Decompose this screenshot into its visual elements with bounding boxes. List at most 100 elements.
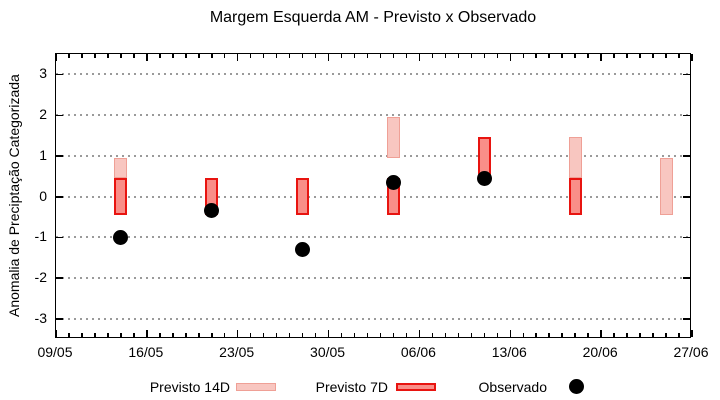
y-tick-label: -3 [34, 309, 47, 326]
y-tick [56, 318, 63, 320]
x-minor-tick-top [366, 54, 369, 58]
y-tick-label: 2 [39, 106, 47, 123]
x-major-tick-top [146, 54, 148, 61]
x-minor-tick-top [665, 54, 667, 58]
x-tick-label: 06/06 [400, 344, 436, 360]
forecast-14d-bar [659, 157, 673, 215]
y-tick-label: -1 [34, 228, 47, 245]
x-major-tick [146, 330, 148, 337]
x-tick-label: 20/06 [582, 344, 618, 360]
x-minor-tick [457, 333, 460, 337]
legend-marker-observado-dot [569, 379, 584, 394]
x-major-tick-top [327, 54, 330, 61]
x-major-tick-top [236, 54, 239, 61]
x-minor-tick [172, 333, 174, 337]
x-major-tick [418, 330, 421, 337]
x-minor-tick [587, 333, 589, 337]
x-minor-tick [496, 333, 499, 337]
x-minor-tick [626, 333, 628, 337]
x-minor-tick-top [561, 54, 563, 58]
gridline [56, 73, 690, 76]
y-tick-label: 3 [39, 65, 47, 82]
x-minor-tick-top [301, 54, 304, 58]
x-major-tick [55, 330, 57, 337]
x-minor-tick-top [172, 54, 174, 58]
legend-swatch-previsto-14d [236, 383, 276, 391]
x-minor-tick [107, 333, 109, 337]
x-minor-tick-top [185, 54, 187, 58]
gridline [56, 317, 690, 320]
observed-dot [204, 203, 220, 219]
x-major-tick-top [509, 54, 512, 61]
observed-dot [113, 229, 129, 245]
x-minor-tick-top [249, 54, 252, 58]
x-minor-tick-top [496, 54, 499, 58]
forecast-14d-bar [568, 137, 582, 179]
plot-area [55, 53, 693, 338]
x-minor-tick-top [275, 54, 278, 58]
x-minor-tick-top [626, 54, 628, 58]
x-minor-tick-top [288, 54, 291, 58]
x-minor-tick [470, 333, 473, 337]
x-minor-tick [561, 333, 563, 337]
gridline [56, 154, 690, 157]
x-major-tick-top [418, 54, 421, 61]
x-minor-tick-top [120, 54, 122, 58]
x-minor-tick-top [107, 54, 109, 58]
x-minor-tick [379, 333, 382, 337]
gridline [56, 236, 690, 239]
x-minor-tick-top [159, 54, 161, 58]
x-minor-tick-top [483, 54, 486, 58]
x-minor-tick-top [133, 54, 135, 58]
x-minor-tick-top [262, 54, 265, 58]
x-minor-tick-top [81, 54, 83, 58]
forecast-14d-bar [386, 117, 400, 158]
x-minor-tick-top [535, 54, 537, 58]
x-minor-tick-top [639, 54, 641, 58]
x-minor-tick-top [211, 54, 213, 58]
x-major-tick-top [691, 54, 693, 61]
x-minor-tick [639, 333, 641, 337]
x-major-tick [509, 330, 512, 337]
x-tick-label: 09/05 [37, 344, 73, 360]
x-minor-tick [353, 333, 356, 337]
x-minor-tick-top [405, 54, 408, 58]
gridline [56, 195, 690, 198]
x-minor-tick-top [314, 54, 317, 58]
forecast-7d-bar [568, 178, 582, 215]
x-tick-label: 23/05 [219, 344, 255, 360]
x-minor-tick [275, 333, 278, 337]
x-minor-tick [678, 333, 680, 337]
gridline [56, 114, 690, 117]
legend-swatch-previsto-7d [396, 383, 436, 391]
x-major-tick [327, 330, 330, 337]
observed-dot [476, 170, 492, 186]
x-major-tick-top [600, 54, 602, 61]
x-minor-tick-top [587, 54, 589, 58]
forecast-14d-bar [114, 157, 128, 179]
y-tick-label: -2 [34, 268, 47, 285]
x-minor-tick [431, 333, 434, 337]
x-minor-tick [522, 333, 524, 337]
x-tick-label: 30/05 [310, 344, 346, 360]
y-tick-label: 1 [39, 146, 47, 163]
x-minor-tick-top [94, 54, 96, 58]
x-minor-tick-top [223, 54, 226, 58]
x-minor-tick-top [392, 54, 395, 58]
x-minor-tick [68, 333, 70, 337]
x-major-tick-top [55, 54, 57, 61]
x-minor-tick-top [470, 54, 473, 58]
legend-label-previsto-14d: Previsto 14D [149, 379, 230, 395]
y-tick-right [683, 196, 690, 198]
x-minor-tick-top [678, 54, 680, 58]
y-tick [56, 196, 63, 198]
y-tick-right [683, 155, 690, 157]
x-minor-tick [133, 333, 135, 337]
x-minor-tick [198, 333, 200, 337]
x-minor-tick [185, 333, 187, 337]
y-tick [56, 155, 63, 157]
x-minor-tick [535, 333, 537, 337]
chart-title: Margem Esquerda AM - Previsto x Observad… [209, 9, 537, 26]
observed-dot [385, 174, 401, 190]
x-minor-tick [665, 333, 667, 337]
